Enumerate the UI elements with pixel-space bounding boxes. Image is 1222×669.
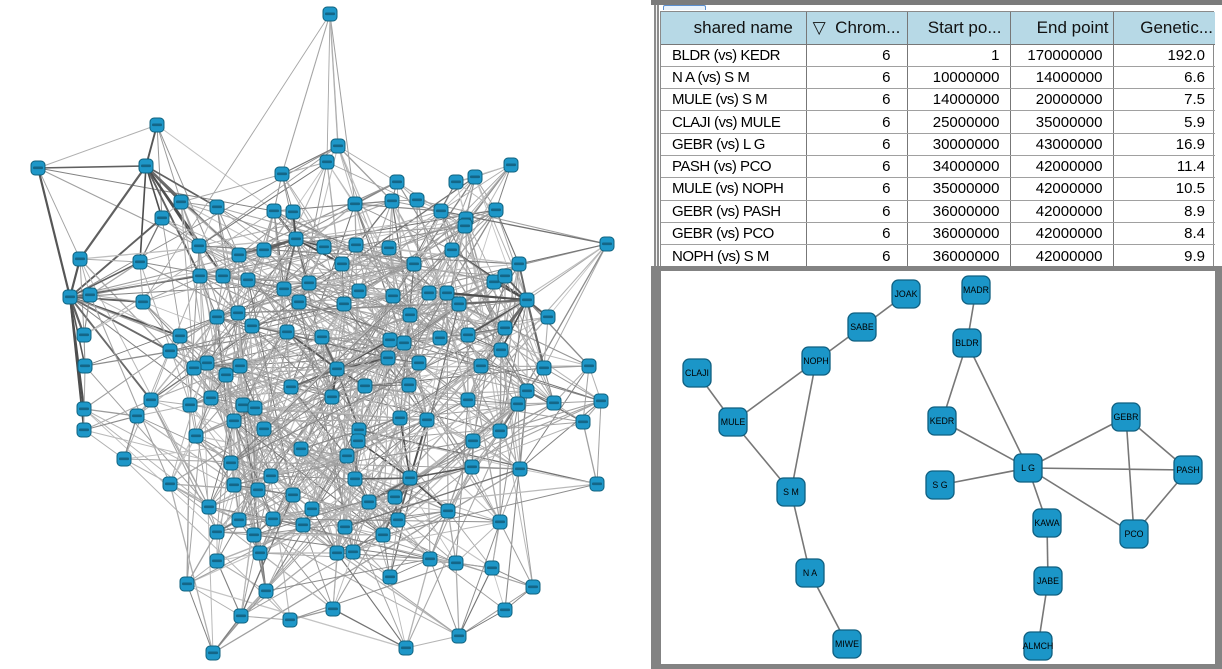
svg-text:PCO: PCO: [1124, 529, 1143, 539]
svg-text:KAWA: KAWA: [1034, 518, 1059, 528]
svg-text:CLAJI: CLAJI: [685, 368, 709, 378]
svg-text:PASH: PASH: [1176, 465, 1199, 475]
svg-text:ALMCH: ALMCH: [1023, 641, 1054, 651]
svg-text:SABE: SABE: [850, 322, 874, 332]
svg-text:MADR: MADR: [963, 285, 989, 295]
svg-text:JOAK: JOAK: [895, 289, 918, 299]
svg-text:JABE: JABE: [1037, 576, 1059, 586]
svg-text:NOPH: NOPH: [803, 356, 828, 366]
svg-text:S M: S M: [783, 487, 799, 497]
svg-text:MIWE: MIWE: [835, 639, 859, 649]
svg-text:S G: S G: [932, 480, 947, 490]
svg-text:N A: N A: [803, 568, 817, 578]
svg-text:MULE: MULE: [721, 417, 746, 427]
svg-text:GEBR: GEBR: [1114, 412, 1139, 422]
svg-text:L G: L G: [1021, 463, 1035, 473]
svg-text:BLDR: BLDR: [955, 338, 978, 348]
svg-text:KEDR: KEDR: [930, 416, 954, 426]
